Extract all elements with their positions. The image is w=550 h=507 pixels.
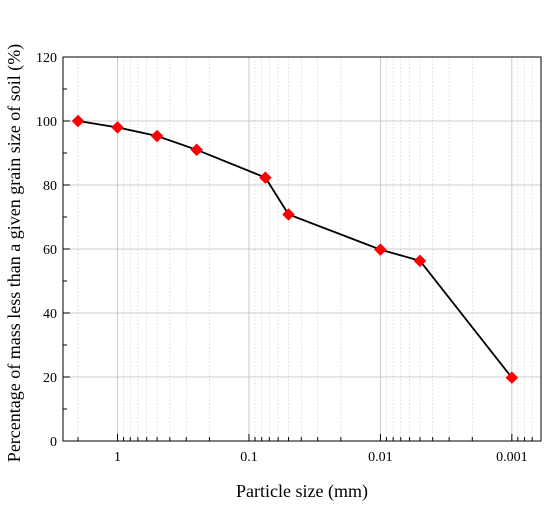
grid: [63, 57, 542, 441]
y-tick-label: 100: [36, 115, 57, 130]
y-tick-label: 0: [50, 435, 57, 450]
data-point-marker: [150, 129, 164, 143]
data-series: [71, 114, 519, 384]
axis-ticks: [63, 56, 542, 442]
y-axis-label: Percentage of mass less than a given gra…: [4, 44, 25, 462]
y-tick-label: 40: [43, 307, 57, 322]
x-axis-label: Particle size (mm): [236, 481, 368, 502]
x-tick-label: 1: [114, 450, 121, 465]
data-point-marker: [505, 371, 519, 384]
axis-tick-labels: 1 0.1 0.01 0.001 0 20 40 60 80 100 120: [36, 51, 528, 465]
data-point-marker: [413, 254, 427, 268]
data-point-marker: [111, 121, 124, 134]
data-point-marker: [190, 143, 204, 157]
y-tick-label: 20: [43, 371, 57, 386]
data-point-marker: [282, 208, 295, 221]
x-tick-label: 0.1: [240, 450, 258, 465]
data-point-marker: [71, 114, 85, 128]
y-tick-label: 60: [43, 243, 57, 258]
x-tick-label: 0.001: [496, 450, 528, 465]
y-tick-label: 120: [36, 51, 57, 66]
y-tick-label: 80: [43, 179, 57, 194]
data-point-marker: [374, 243, 387, 256]
data-point-marker: [259, 171, 272, 184]
x-tick-label: 0.01: [368, 450, 393, 465]
